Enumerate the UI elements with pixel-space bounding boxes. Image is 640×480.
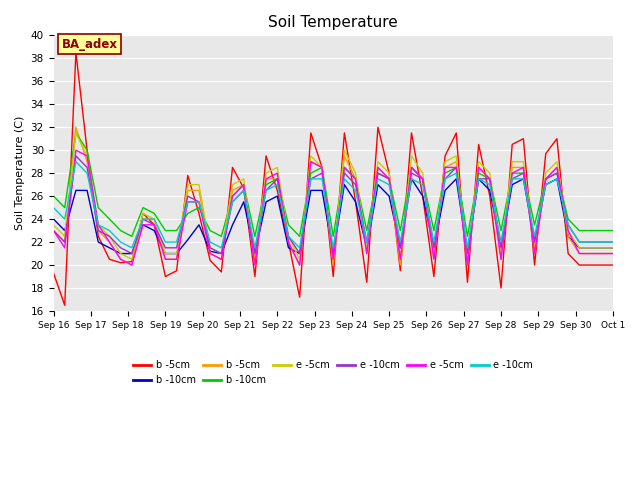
Y-axis label: Soil Temperature (C): Soil Temperature (C) bbox=[15, 116, 25, 230]
Text: BA_adex: BA_adex bbox=[62, 38, 118, 51]
Title: Soil Temperature: Soil Temperature bbox=[268, 15, 398, 30]
Legend: b -5cm, b -10cm, b -5cm, b -10cm, e -5cm, e -10cm, e -5cm, e -10cm: b -5cm, b -10cm, b -5cm, b -10cm, e -5cm… bbox=[129, 356, 537, 389]
